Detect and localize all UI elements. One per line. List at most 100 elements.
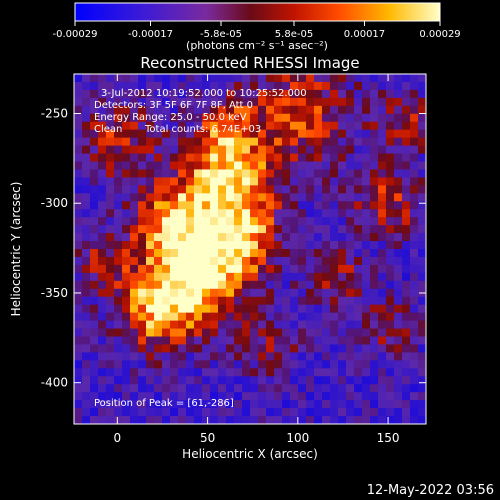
heatmap-cell — [90, 177, 99, 186]
heatmap-cell — [266, 153, 275, 162]
heatmap-cell — [306, 256, 315, 266]
heatmap-cell — [74, 392, 83, 401]
heatmap-cell — [258, 336, 267, 345]
heatmap-cell — [266, 416, 275, 424]
heatmap-cell — [314, 249, 323, 258]
heatmap-cell — [346, 320, 355, 329]
heatmap-cell — [114, 352, 123, 361]
heatmap-cell — [146, 384, 155, 393]
heatmap-cell — [202, 320, 211, 329]
heatmap-cell — [130, 312, 139, 321]
heatmap-cell — [114, 256, 123, 266]
heatmap-cell — [218, 169, 227, 178]
heatmap-cell — [234, 153, 243, 162]
heatmap-cell — [98, 137, 107, 146]
heatmap-cell — [290, 121, 299, 131]
heatmap-cell — [210, 233, 219, 242]
heatmap-cell — [290, 241, 299, 250]
heatmap-cell — [354, 145, 363, 154]
heatmap-cell — [130, 241, 139, 250]
heatmap-cell — [162, 74, 171, 83]
heatmap-cell — [290, 280, 299, 290]
heatmap-cell — [394, 352, 403, 361]
heatmap-cell — [282, 320, 291, 329]
heatmap-cell — [266, 312, 275, 321]
heatmap-cell — [242, 113, 251, 123]
heatmap-cell — [218, 416, 227, 424]
heatmap-cell — [386, 145, 395, 154]
heatmap-cell — [330, 272, 339, 282]
heatmap-cell — [338, 352, 347, 361]
heatmap-cell — [314, 296, 323, 306]
heatmap-cell — [394, 360, 403, 369]
heatmap-cell — [170, 288, 179, 298]
heatmap-cell — [338, 177, 347, 186]
heatmap-cell — [98, 161, 107, 170]
heatmap-cell — [362, 185, 371, 194]
heatmap-cell — [362, 312, 371, 321]
heatmap-cell — [170, 74, 179, 83]
heatmap-cell — [218, 320, 227, 329]
heatmap-cell — [178, 280, 187, 290]
heatmap-cell — [234, 177, 243, 186]
heatmap-cell — [122, 312, 131, 321]
heatmap-cell — [146, 376, 155, 385]
heatmap-cell — [338, 225, 347, 234]
heatmap-cell — [186, 304, 195, 314]
heatmap-cell — [378, 225, 387, 234]
heatmap-cell — [114, 161, 123, 170]
heatmap-cell — [322, 129, 331, 139]
heatmap-cell — [194, 161, 203, 170]
heatmap-cell — [314, 336, 323, 345]
heatmap-cell — [194, 137, 203, 146]
heatmap-cell — [130, 113, 139, 123]
heatmap-cell — [154, 408, 163, 417]
heatmap-cell — [362, 193, 371, 202]
heatmap-cell — [338, 161, 347, 170]
heatmap-cell — [402, 352, 411, 361]
heatmap-cell — [314, 272, 323, 282]
heatmap-cell — [290, 288, 299, 298]
heatmap-cell — [138, 392, 147, 401]
heatmap-cell — [258, 392, 267, 401]
heatmap-cell — [202, 256, 211, 266]
heatmap-cell — [138, 280, 147, 290]
annotation-peak-position: Position of Peak = [61,-286] — [94, 398, 234, 409]
heatmap-cell — [194, 145, 203, 154]
heatmap-cell — [98, 336, 107, 345]
heatmap-cell — [258, 89, 267, 99]
heatmap-cell — [210, 161, 219, 170]
heatmap-cell — [130, 121, 139, 131]
heatmap-cell — [354, 336, 363, 345]
heatmap-cell — [170, 145, 179, 154]
heatmap-cell — [130, 209, 139, 218]
heatmap-cell — [122, 352, 131, 361]
heatmap-cell — [226, 137, 235, 146]
heatmap-cell — [170, 193, 179, 202]
heatmap-cell — [346, 97, 355, 107]
heatmap-cell — [258, 161, 267, 170]
heatmap-cell — [98, 384, 107, 393]
heatmap-cell — [218, 177, 227, 186]
heatmap-cell — [346, 352, 355, 361]
heatmap-cell — [282, 145, 291, 154]
heatmap-cell — [186, 161, 195, 170]
heatmap-cell — [338, 121, 347, 131]
heatmap-cell — [386, 272, 395, 282]
heatmap-cell — [266, 177, 275, 186]
heatmap-cell — [98, 320, 107, 329]
heatmap-cell — [122, 408, 131, 417]
heatmap-cell — [306, 145, 315, 154]
heatmap-cell — [218, 137, 227, 146]
heatmap-cell — [282, 97, 291, 107]
heatmap-cell — [138, 256, 147, 266]
heatmap-cell — [130, 153, 139, 162]
heatmap-cell — [122, 256, 131, 266]
heatmap-cell — [250, 288, 259, 298]
heatmap-cell — [178, 225, 187, 234]
heatmap-cell — [274, 328, 283, 337]
heatmap-cell — [370, 384, 379, 393]
heatmap-cell — [402, 113, 411, 123]
heatmap-cell — [298, 81, 307, 91]
heatmap-cell — [282, 384, 291, 393]
